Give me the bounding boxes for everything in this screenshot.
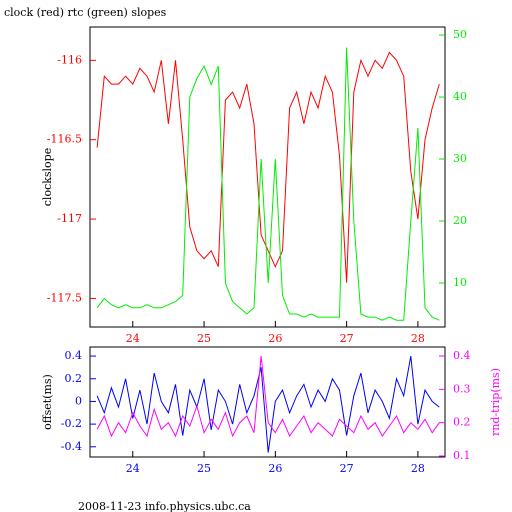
y2-tick-label: 40 (453, 90, 467, 103)
y2-tick-label: 20 (453, 214, 467, 227)
y2-tick-label: 30 (453, 152, 467, 165)
y2-tick-label: 0.3 (453, 382, 471, 395)
y2-tick-label: 50 (453, 28, 467, 41)
x-tick-label: 24 (126, 332, 140, 345)
series-line (96, 51, 440, 283)
y-tick-label: -116 (57, 53, 82, 66)
series-line (96, 47, 440, 321)
plot-frame (89, 26, 446, 328)
y-tick-label: -0.4 (61, 440, 82, 453)
y-tick-label: -0.2 (61, 417, 82, 430)
x-tick-label: 25 (197, 462, 211, 475)
x-tick-label: 26 (268, 462, 282, 475)
series-line (96, 356, 440, 453)
y-axis-label: offset(ms) (41, 374, 54, 430)
y2-tick-label: 10 (453, 276, 467, 289)
x-tick-label: 28 (411, 332, 425, 345)
y-tick-label: -117 (57, 212, 82, 225)
y2-tick-label: 0.2 (453, 416, 471, 429)
y2-tick-label: 0.1 (453, 449, 471, 462)
x-tick-label: 27 (340, 332, 354, 345)
chart-title: clock (red) rtc (green) slopes (4, 6, 167, 19)
y2-tick-label: 0.4 (453, 349, 471, 362)
x-tick-label: 24 (126, 462, 140, 475)
y2-axis-label: rnd-trip(ms) (489, 368, 502, 436)
series-line (96, 355, 440, 438)
y-tick-label: 0.4 (65, 349, 83, 362)
x-tick-label: 27 (340, 462, 354, 475)
y-tick-label: -117.5 (47, 291, 82, 304)
x-tick-label: 25 (197, 332, 211, 345)
y-tick-label: -116.5 (47, 133, 82, 146)
x-tick-label: 28 (411, 462, 425, 475)
x-tick-label: 26 (268, 332, 282, 345)
y-tick-label: 0 (75, 394, 82, 407)
footer: 2008-11-23 info.physics.ubc.ca (78, 500, 251, 512)
y-tick-label: 0.2 (65, 372, 83, 385)
plot-frame (89, 346, 446, 458)
y-axis-label: clockslope (41, 148, 54, 206)
